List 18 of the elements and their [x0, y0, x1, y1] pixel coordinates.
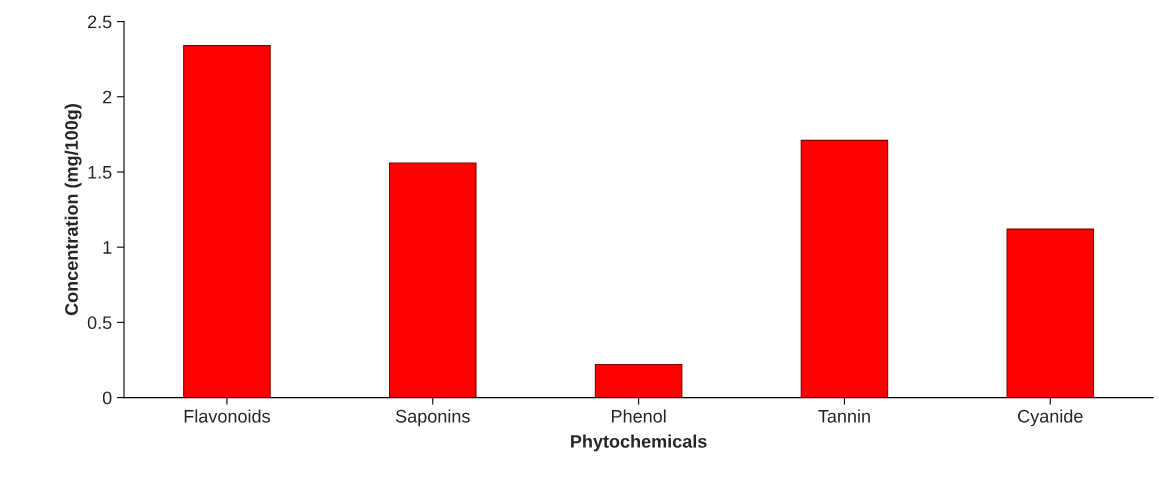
y-tick-label: 0: [102, 391, 112, 405]
bar: [388, 162, 477, 398]
y-tick-label: 1: [103, 241, 112, 254]
y-tick-label: 0.5: [87, 316, 112, 330]
x-tick-label: Phenol: [611, 409, 666, 423]
y-axis-title: Concentration (mg/100g): [64, 104, 82, 316]
bar: [183, 45, 271, 398]
y-tick-label: 2: [103, 90, 112, 104]
y-tick-label: 2.5: [88, 15, 112, 29]
x-axis-title: Phytochemicals: [571, 434, 707, 452]
bar: [594, 363, 683, 398]
x-tick-label: Cyanide: [1018, 409, 1083, 427]
x-tick-label: Saponins: [395, 409, 470, 427]
bar: [800, 139, 889, 398]
bar: [1006, 228, 1095, 398]
x-tick-label: Tannin: [818, 409, 870, 423]
y-tick-label: 1.5: [88, 166, 112, 179]
x-tick-label: Flavonoids: [184, 409, 270, 423]
